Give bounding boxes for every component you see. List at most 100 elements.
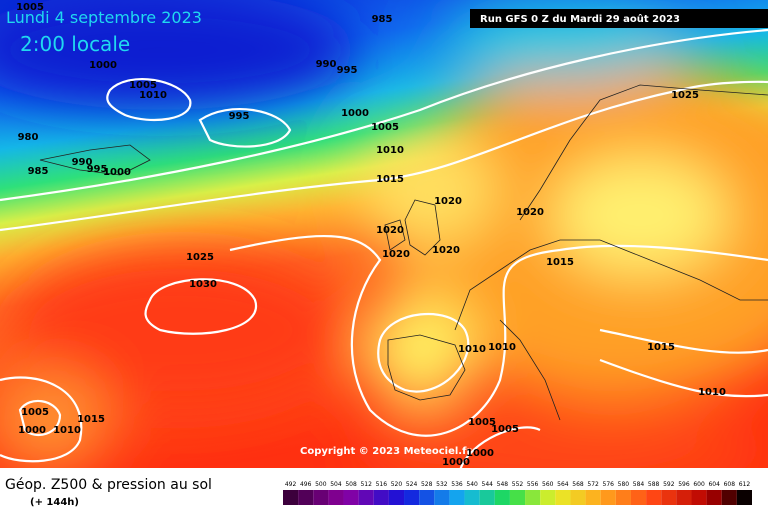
scale-swatch (404, 490, 420, 505)
isobar-label: 1005 (491, 424, 519, 435)
footer-title: Géop. Z500 & pression au sol (5, 477, 212, 493)
scale-label: 556 (527, 481, 539, 488)
scale-label: 552 (512, 481, 524, 488)
scale-swatch (676, 490, 692, 505)
isobar-label: 1025 (186, 252, 214, 263)
scale-swatch (600, 490, 616, 505)
header: Lundi 4 septembre 2023 2:00 locale Run G… (6, 8, 768, 56)
isobar-label: 1000 (89, 60, 117, 71)
run-info: Run GFS 0 Z du Mardi 29 août 2023 (480, 13, 680, 25)
scale-swatch (585, 490, 601, 505)
scale-label: 536 (451, 481, 463, 488)
scale-label: 540 (466, 481, 478, 488)
isobar-label: 1010 (376, 145, 404, 156)
forecast-date: Lundi 4 septembre 2023 (6, 8, 202, 27)
scale-label: 524 (406, 481, 418, 488)
scale-swatch (630, 490, 647, 505)
scale-swatch (328, 490, 344, 505)
scale-swatch (661, 490, 677, 505)
scale-label: 600 (693, 481, 705, 488)
isobar-label: 1015 (647, 342, 675, 353)
isobar-label: 1005 (21, 407, 49, 418)
footer-lead: (+ 144h) (30, 497, 79, 508)
scale-label: 496 (300, 481, 312, 488)
isobar-label: 1015 (546, 257, 574, 268)
scale-label: 512 (360, 481, 372, 488)
scale-swatch (509, 490, 526, 505)
isobar-label: 1020 (432, 245, 460, 256)
isobar-label: 1010 (53, 425, 81, 436)
scale-label: 612 (739, 481, 751, 488)
scale-swatch (373, 490, 389, 505)
run-box (470, 9, 768, 28)
scale-label: 492 (285, 481, 297, 488)
scale-swatch (525, 490, 541, 505)
isobar-label: 1000 (103, 167, 131, 178)
isobar-label: 990 (72, 157, 93, 168)
scale-swatch (464, 490, 480, 505)
scale-label: 584 (633, 481, 645, 488)
scale-swatch (646, 490, 662, 505)
scale-label: 528 (421, 481, 433, 488)
isobar-label: 1015 (376, 174, 404, 185)
isobar-label: 1020 (376, 225, 404, 236)
isobar-label: 1010 (458, 344, 486, 355)
isobar-label: 1000 (341, 108, 369, 119)
isobar-label: 1010 (139, 90, 167, 101)
isobar-label: 1005 (16, 2, 44, 13)
isobar-label: 990 (316, 59, 337, 70)
scale-label: 596 (678, 481, 690, 488)
scale-label: 576 (603, 481, 615, 488)
isobar-label: 985 (372, 14, 393, 25)
scale-label: 572 (587, 481, 599, 488)
scale-label: 500 (315, 481, 327, 488)
scale-label: 520 (391, 481, 403, 488)
isobar-label: 1020 (382, 249, 410, 260)
scale-swatch (494, 490, 510, 505)
copyright: Copyright © 2023 Meteociel.fr (300, 446, 471, 457)
isobars (0, 28, 768, 471)
scale-label: 580 (618, 481, 630, 488)
scale-swatch (555, 490, 571, 505)
scale-swatch (449, 490, 465, 505)
scale-swatch (615, 490, 631, 505)
scale-swatch (736, 490, 752, 505)
scale-swatch (479, 490, 495, 505)
scale-swatch (313, 490, 329, 505)
isobar-label: 1030 (189, 279, 217, 290)
isobar-label: 1005 (129, 80, 157, 91)
scale-swatch (283, 490, 299, 505)
scale-swatch (721, 490, 737, 505)
scale-swatch (343, 490, 359, 505)
isobar-label: 1000 (18, 425, 46, 436)
scale-label: 568 (572, 481, 584, 488)
scale-swatch (419, 490, 435, 505)
scale-label: 532 (436, 481, 448, 488)
scale-swatch (540, 490, 556, 505)
scale-swatch (358, 490, 374, 505)
isobar-label: 995 (87, 164, 108, 175)
isobar-label: 1000 (466, 448, 494, 459)
isobar-label: 980 (18, 132, 39, 143)
isobar-label: 1010 (698, 387, 726, 398)
scale-label: 544 (482, 481, 494, 488)
isobar-label: 995 (337, 65, 358, 76)
scale-label: 548 (497, 481, 509, 488)
isobar-label: 995 (229, 111, 250, 122)
isobar-label: 1020 (434, 196, 462, 207)
isobar-label: 1005 (371, 122, 399, 133)
isobar-label: 985 (28, 166, 49, 177)
scale-swatch (570, 490, 586, 505)
isobar-label: 1000 (442, 457, 470, 468)
scale-label: 504 (330, 481, 342, 488)
scale-label: 588 (648, 481, 660, 488)
scale-swatch (706, 490, 722, 505)
isobar-label: 1005 (468, 417, 496, 428)
scale-label: 604 (708, 481, 720, 488)
scale-swatch (691, 490, 707, 505)
color-scale: 492 496 500 504 508 512 516 520 524 528 532 536 540 5… (283, 481, 752, 505)
scale-label: 560 (542, 481, 554, 488)
scale-label: 592 (663, 481, 675, 488)
scale-label: 508 (345, 481, 357, 488)
